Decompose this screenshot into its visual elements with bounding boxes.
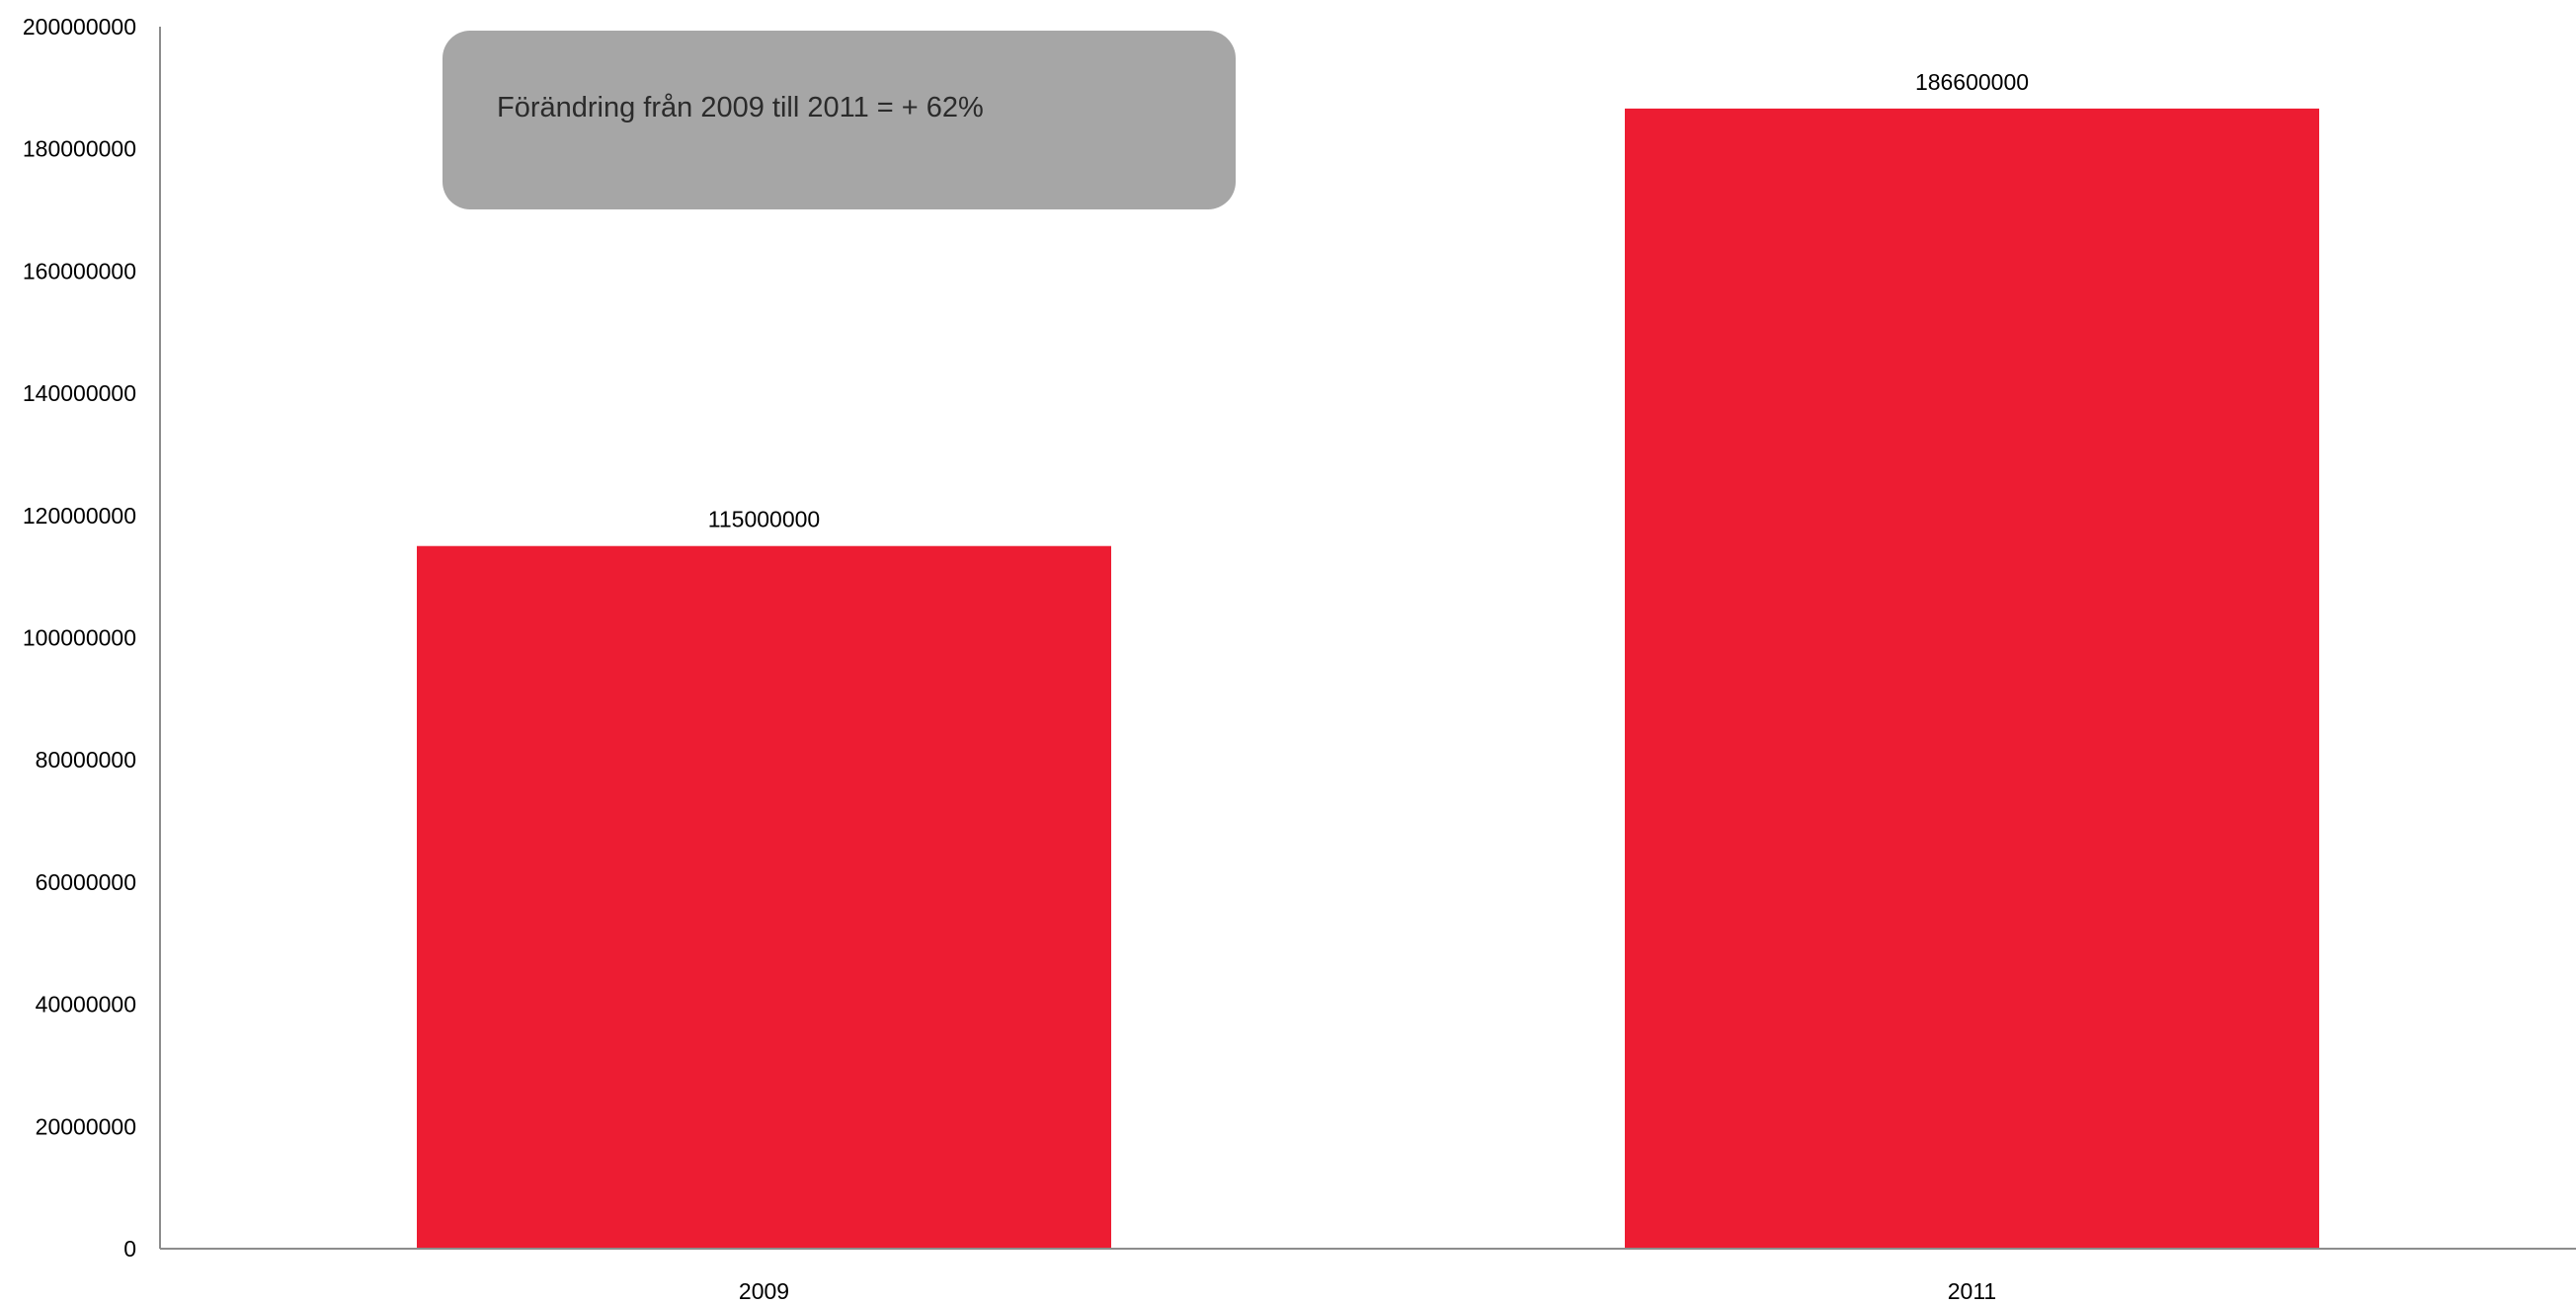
- annotation-text: Förändring från 2009 till 2011 = + 62%: [497, 92, 984, 123]
- y-tick-label: 180000000: [23, 136, 136, 162]
- change-annotation: Förändring från 2009 till 2011 = + 62%: [443, 31, 1236, 209]
- x-tick-label-2011: 2011: [1948, 1278, 1996, 1304]
- y-tick-label: 160000000: [23, 258, 136, 284]
- y-axis-tick-labels: 0 20000000 40000000 60000000 80000000 1000000…: [23, 14, 136, 1262]
- y-tick-label: 0: [123, 1236, 136, 1262]
- y-tick-label: 200000000: [23, 14, 136, 40]
- y-tick-label: 80000000: [36, 747, 136, 773]
- x-axis-tick-labels: 2009 2011: [739, 1278, 1996, 1304]
- annotation-box: [443, 31, 1236, 209]
- data-label-2009: 115000000: [708, 507, 820, 532]
- y-tick-label: 100000000: [23, 625, 136, 651]
- y-tick-label: 140000000: [23, 380, 136, 406]
- y-tick-label: 60000000: [36, 869, 136, 895]
- x-tick-label-2009: 2009: [739, 1278, 789, 1304]
- bar-data-labels: 115000000 186600000: [708, 69, 2029, 532]
- data-label-2011: 186600000: [1915, 69, 2029, 95]
- bar-2011: [1625, 108, 2319, 1249]
- y-tick-label: 120000000: [23, 503, 136, 529]
- bar-series: [417, 108, 2319, 1249]
- y-tick-label: 40000000: [36, 992, 136, 1018]
- y-tick-label: 20000000: [36, 1113, 136, 1139]
- bar-2009: [417, 545, 1111, 1249]
